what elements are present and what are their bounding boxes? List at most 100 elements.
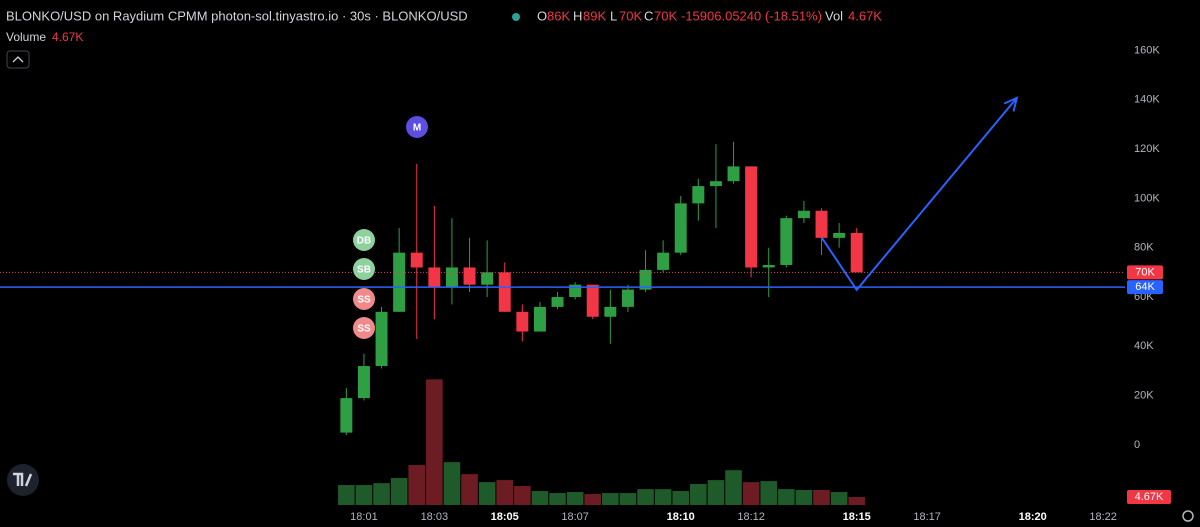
price-label: 70K: [1135, 266, 1155, 278]
trend-drawing: [821, 97, 1018, 292]
y-tick-label: 160K: [1134, 44, 1160, 56]
volume-bar: [813, 489, 830, 505]
ohlc-low: 70K: [619, 8, 642, 23]
volume-bar: [619, 493, 637, 505]
y-tick-label: 80K: [1134, 242, 1154, 254]
ohlc-key: O: [537, 8, 547, 23]
y-tick-label: 100K: [1134, 192, 1160, 204]
candle-body: [797, 210, 810, 219]
trade-marker-label: SB: [357, 265, 371, 276]
trade-marker-label: M: [413, 123, 421, 134]
x-tick-label: 18:10: [667, 511, 695, 523]
y-tick-label: 40K: [1134, 340, 1154, 352]
candle-body: [780, 218, 793, 265]
ohlc-open: 86K: [547, 8, 570, 23]
trade-marker-label: SS: [357, 295, 371, 306]
volume-bar: [461, 474, 478, 505]
vol-value: 4.67K: [848, 8, 882, 23]
volume-bar: [584, 494, 602, 505]
candle-body: [428, 267, 441, 288]
vol-key: Vol: [825, 8, 843, 23]
candle-body: [833, 232, 846, 238]
candle-body: [463, 267, 476, 285]
arrow-head: [1003, 96, 1019, 112]
settings-icon[interactable]: [1182, 510, 1194, 522]
candle-body: [393, 252, 406, 312]
x-tick-label: 18:17: [913, 511, 941, 523]
candle-body: [657, 252, 670, 270]
volume-bar: [478, 482, 496, 505]
volume-bar: [707, 480, 725, 505]
volume-bar: [338, 485, 355, 505]
candle-body: [357, 366, 370, 399]
volume-bar: [373, 483, 390, 505]
volume-bar: [514, 486, 531, 505]
x-tick-label: 18:03: [421, 511, 449, 523]
collapse-button[interactable]: [6, 50, 30, 69]
x-tick-label: 18:20: [1019, 511, 1047, 523]
ohlc-close: 70K: [654, 8, 677, 23]
volume-bar: [760, 481, 778, 505]
trade-marker: [353, 229, 375, 251]
volume-bar: [531, 491, 549, 505]
candle-body: [815, 210, 828, 238]
candle-body: [850, 232, 863, 273]
candle-body: [674, 203, 687, 253]
volume-bar: [408, 465, 426, 505]
candle-body: [762, 264, 775, 268]
x-tick-label: 18:01: [350, 511, 378, 523]
volume-bar: [443, 462, 461, 505]
volume-bar: [426, 379, 443, 505]
candle-body: [498, 272, 511, 312]
price-label-box: [1127, 265, 1163, 280]
x-tick-label: 18:05: [491, 511, 519, 523]
volume-bar: [390, 478, 408, 505]
volume-bar: [742, 482, 760, 505]
x-tick-label: 18:12: [737, 511, 765, 523]
y-tick-label: 120K: [1134, 143, 1160, 155]
candle-body: [533, 306, 546, 332]
volume-value: 4.67K: [52, 30, 83, 44]
trade-marker-label: DB: [357, 236, 371, 247]
candle-body: [727, 166, 740, 182]
y-tick-label: 20K: [1134, 390, 1154, 402]
candle-body: [445, 267, 458, 288]
trade-marker: [353, 317, 375, 339]
x-tick-label: 18:07: [561, 511, 589, 523]
candle-body: [604, 306, 617, 317]
price-label: 64K: [1135, 281, 1155, 293]
candle-body: [639, 269, 652, 290]
candle-body: [586, 284, 599, 317]
volume-bar: [496, 480, 514, 505]
candle-body: [516, 311, 529, 332]
candle-body: [692, 186, 705, 204]
volume-bar: [637, 489, 654, 505]
ohlc-key: H: [573, 8, 582, 23]
logo-mark: [13, 472, 33, 487]
volume-bar: [690, 484, 707, 505]
trade-marker: [353, 288, 375, 310]
volume-bar: [654, 489, 672, 505]
volume-bar: [795, 489, 813, 505]
status-dot: [512, 13, 520, 21]
ohlc-key: L: [610, 8, 617, 23]
candle-body: [340, 398, 353, 433]
x-tick-label: 18:15: [843, 511, 871, 523]
candle-body: [621, 289, 634, 307]
x-tick-label: 18:22: [1089, 511, 1117, 523]
y-tick-label: 140K: [1134, 94, 1160, 106]
candle-body: [481, 272, 494, 285]
volume-bar: [778, 489, 795, 505]
ohlc-change: -15906.05240 (-18.51%): [681, 8, 822, 23]
symbol-title: BLONKO/USD on Raydium CPMM photon-sol.ti…: [6, 8, 468, 23]
volume-bar: [549, 493, 566, 505]
candle-body: [375, 311, 388, 367]
candle-body: [569, 284, 582, 298]
volume-label: 4.67K: [1135, 491, 1164, 503]
volume-label-box: [1127, 490, 1171, 505]
collapse-icon: [12, 56, 24, 63]
volume-bar: [848, 497, 866, 505]
candle-body: [745, 166, 758, 268]
